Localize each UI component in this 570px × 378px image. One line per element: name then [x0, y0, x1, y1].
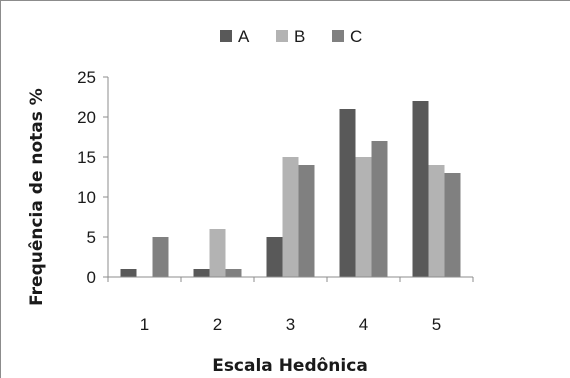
- legend: A B C: [220, 27, 362, 46]
- bar-b-2: [209, 229, 226, 277]
- y-tick-label: 20: [77, 108, 96, 127]
- bar-a-2: [193, 269, 210, 277]
- y-tick-label: 0: [87, 268, 96, 287]
- bar-c-2: [225, 269, 242, 277]
- bar-a-3: [266, 237, 283, 277]
- bar-c-4: [371, 141, 388, 277]
- y-axis-ticks: 0 5 10 15 20 25: [77, 68, 108, 287]
- bar-c-1: [152, 237, 169, 277]
- bar-b-5: [428, 165, 445, 277]
- y-tick-label: 5: [87, 228, 96, 247]
- legend-swatch-a: [220, 30, 232, 42]
- y-tick-label: 10: [77, 188, 96, 207]
- bar-b-4: [355, 157, 372, 277]
- bar-c-5: [444, 173, 461, 277]
- legend-swatch-c: [332, 30, 344, 42]
- bars: [120, 101, 461, 277]
- axes: [107, 77, 473, 278]
- bar-b-3: [282, 157, 299, 277]
- x-axis-ticks: 1 2 3 4 5: [107, 277, 474, 334]
- x-axis-title: Escala Hedônica: [212, 356, 368, 376]
- y-tick-label: 15: [77, 148, 96, 167]
- y-tick-label: 25: [77, 68, 96, 87]
- x-tick-label: 4: [359, 315, 368, 334]
- bar-a-4: [339, 109, 356, 277]
- x-tick-label: 3: [286, 315, 295, 334]
- bar-a-1: [120, 269, 137, 277]
- legend-label-b: B: [294, 27, 305, 46]
- x-tick-label: 2: [213, 315, 222, 334]
- bar-c-3: [298, 165, 315, 277]
- x-tick-label: 1: [140, 315, 149, 334]
- legend-swatch-b: [276, 30, 288, 42]
- y-axis-title: Frequência de notas %: [27, 88, 47, 306]
- x-tick-label: 5: [432, 315, 441, 334]
- bar-a-5: [412, 101, 429, 277]
- legend-label-a: A: [238, 27, 250, 46]
- legend-label-c: C: [350, 27, 362, 46]
